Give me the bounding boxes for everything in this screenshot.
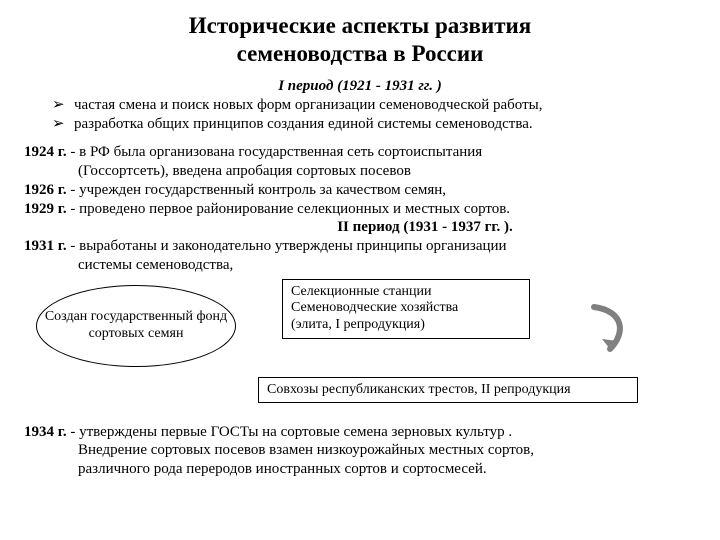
bullet-item: разработка общих принципов создания един… [52,115,696,134]
year-label: 1926 г. [24,182,67,198]
year-label: 1931 г. [24,238,67,254]
box-node-1: Селекционные станции Семеноводческие хоз… [282,279,530,339]
timeline-block: 1924 г. - в РФ была организована государ… [24,143,696,274]
period-2-heading: II период (1931 - 1937 гг. ). [154,218,696,237]
period-1-heading: I период (1921 - 1931 гг. ) [24,77,696,96]
timeline-entry: 1931 г. - выработаны и законодательно ут… [24,237,696,256]
year-label: 1924 г. [24,144,67,160]
period-1-bullets: частая смена и поиск новых форм организа… [24,96,696,134]
year-label: 1934 г. [24,424,67,440]
box-node-2: Совхозы республиканских трестов, II репр… [258,377,638,404]
box-text: Семеноводческие хозяйства [291,300,458,315]
curved-arrow-icon [586,299,636,366]
box-text: Селекционные станции [291,284,432,299]
timeline-text: различного рода переродов иностранных со… [78,460,696,479]
final-block: 1934 г. - утверждены первые ГОСТы на сор… [24,423,696,479]
page-title: Исторические аспекты развития семеноводс… [24,12,696,67]
bullet-text: частая смена и поиск новых форм организа… [74,97,543,113]
timeline-text: - утверждены первые ГОСТы на сортовые се… [67,424,512,440]
timeline-text: - в РФ была организована государственная… [67,144,483,160]
timeline-entry: 1934 г. - утверждены первые ГОСТы на сор… [24,423,696,442]
timeline-text: (Госсортсеть), введена апробация сортовы… [78,162,696,181]
box-text: (элита, I репродукция) [291,317,425,332]
timeline-text: - выработаны и законодательно утверждены… [67,238,507,254]
timeline-entry: 1924 г. - в РФ была организована государ… [24,143,696,162]
timeline-text: - проведено первое районирование селекци… [67,201,510,217]
timeline-text: системы семеноводства, [78,256,696,275]
box-text: Совхозы республиканских трестов, II репр… [267,382,571,397]
bullet-text: разработка общих принципов создания един… [74,116,533,132]
timeline-entry: 1926 г. - учрежден государственный контр… [24,181,696,200]
timeline-text: - учрежден государственный контроль за к… [67,182,446,198]
timeline-entry: 1929 г. - проведено первое районирование… [24,200,696,219]
bullet-item: частая смена и поиск новых форм организа… [52,96,696,115]
timeline-text: Внедрение сортовых посевов взамен низкоу… [78,441,696,460]
year-label: 1929 г. [24,201,67,217]
oval-text: Создан государственный фонд сортовых сем… [43,309,229,343]
diagram-area: Создан государственный фонд сортовых сем… [24,279,696,419]
title-line-1: Исторические аспекты развития [189,13,531,38]
title-line-2: семеноводства в России [237,41,484,66]
oval-node: Создан государственный фонд сортовых сем… [36,285,236,367]
